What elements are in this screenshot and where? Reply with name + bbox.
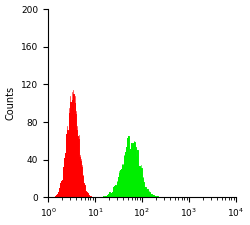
Y-axis label: Counts: Counts xyxy=(6,86,16,120)
